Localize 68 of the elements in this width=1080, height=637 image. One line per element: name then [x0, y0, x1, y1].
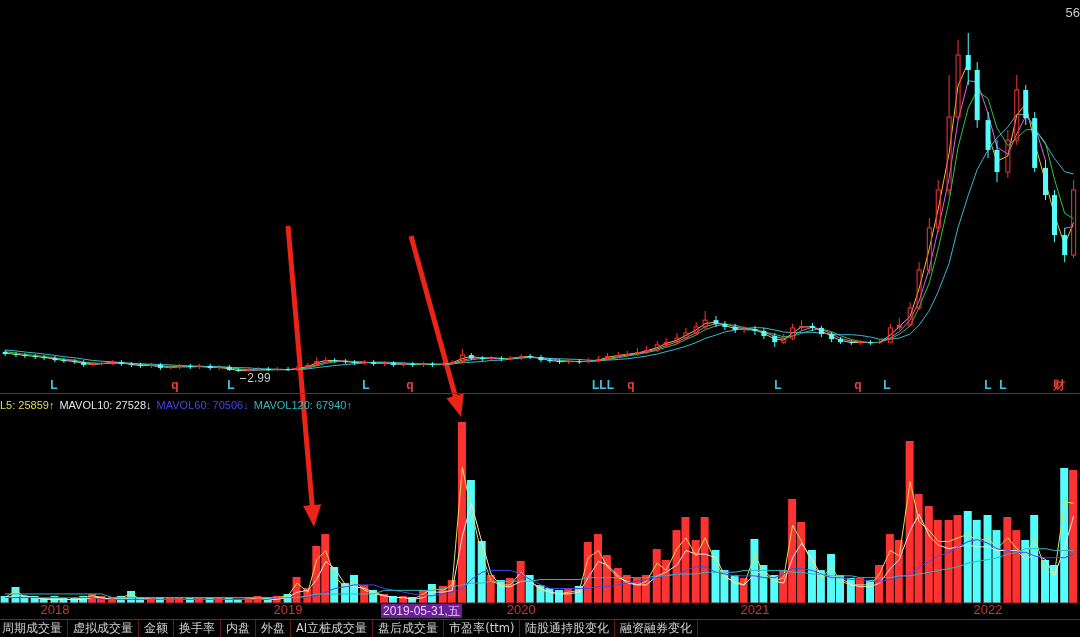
candlestick — [674, 332, 680, 345]
candlestick — [994, 139, 1000, 183]
candlestick — [702, 310, 708, 330]
text: LLL — [592, 378, 614, 392]
candlestick — [547, 357, 553, 364]
candlestick — [61, 357, 67, 364]
candlestick — [965, 33, 971, 86]
candlestick — [285, 366, 291, 372]
candlestick — [1005, 129, 1011, 179]
bar — [1069, 469, 1078, 603]
text: 外盘 — [256, 620, 291, 637]
candlestick — [741, 325, 747, 334]
text: L — [227, 378, 235, 392]
candlestick — [52, 355, 58, 363]
text: MAVOL10: 27528↓ — [59, 398, 152, 413]
text: 融资融券变化 — [615, 620, 699, 637]
text: L — [999, 378, 1007, 392]
text: 陆股通持股变化 — [520, 620, 616, 637]
text: q — [406, 378, 414, 392]
text: L — [362, 378, 370, 392]
text: 金额 — [139, 620, 174, 637]
text: 56 — [1065, 5, 1080, 20]
text: 财 — [1053, 378, 1065, 392]
text: q — [854, 378, 862, 392]
annotation: 2.99 — [247, 371, 271, 385]
text: AI立桩成交量 — [291, 620, 374, 637]
candlestick — [294, 365, 300, 372]
candlestick — [732, 323, 738, 334]
text: 换手率 — [174, 620, 221, 637]
text: L — [984, 378, 992, 392]
candlestick — [722, 320, 728, 331]
text: L5: 25859↑ — [0, 398, 55, 413]
text: MAVOL60: 70506↓ — [156, 398, 249, 413]
text: 周期成交量 — [0, 620, 68, 637]
text: 盘后成交量 — [373, 620, 445, 637]
candlestick — [527, 353, 533, 360]
text: L — [50, 378, 58, 392]
candlestick — [246, 366, 252, 372]
candlestick — [2, 349, 8, 357]
candlestick — [761, 327, 767, 340]
candlestick — [946, 74, 952, 196]
x-tick-label: 2022 — [973, 602, 1003, 618]
text: q — [171, 378, 179, 392]
text: L — [774, 378, 782, 392]
x-tick-label: 2019 — [273, 602, 303, 618]
text: 市盈率(ttm) — [444, 620, 521, 637]
candlestick — [1062, 227, 1068, 263]
text: 虚拟成交量 — [68, 620, 139, 637]
candlestick — [907, 301, 913, 328]
x-tick-label: 2020 — [506, 602, 536, 618]
text: 2019-05-31,五 — [381, 604, 462, 618]
candlestick — [752, 325, 758, 336]
text: L — [883, 378, 891, 392]
candlestick — [216, 364, 222, 371]
candlestick — [13, 351, 19, 358]
candlestick — [713, 315, 719, 328]
candlestick — [255, 366, 261, 372]
candlestick — [305, 362, 311, 370]
candlestick — [955, 39, 961, 121]
candlestick — [916, 261, 922, 311]
candlestick — [683, 327, 689, 341]
x-tick-label: 2021 — [740, 602, 770, 618]
candlestick — [41, 354, 47, 361]
text: q — [627, 378, 635, 392]
x-tick-label: 2018 — [40, 602, 70, 618]
candlestick — [538, 354, 544, 363]
candlestick — [22, 352, 28, 359]
text: 内盘 — [221, 620, 256, 637]
